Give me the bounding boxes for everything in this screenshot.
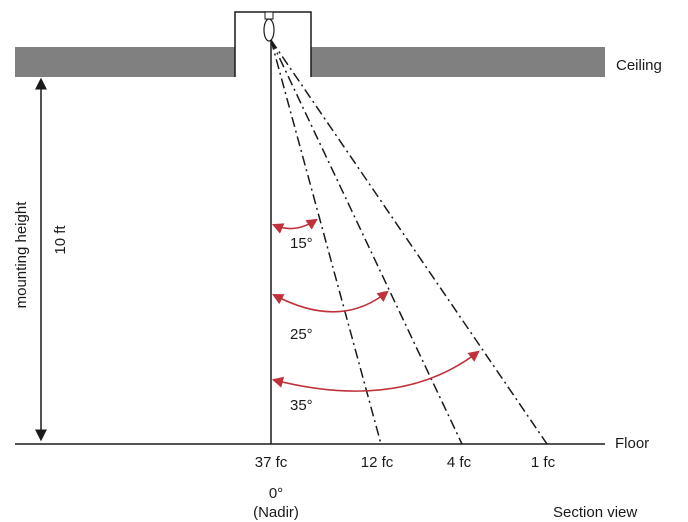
ceiling-label: Ceiling <box>616 57 662 74</box>
beam-ray-35deg <box>270 39 548 445</box>
nadir-angle-label: 0° <box>269 485 283 502</box>
illuminance-label-25deg: 4 fc <box>447 454 472 471</box>
angle-label-35: 35° <box>290 397 313 414</box>
floor-label: Floor <box>615 435 649 452</box>
angle-arc-25deg <box>272 290 389 313</box>
angle-label-25: 25° <box>290 326 313 343</box>
beam-ray-25deg <box>270 39 463 445</box>
illuminance-label-35deg: 1 fc <box>531 454 556 471</box>
angle-label-15: 15° <box>290 235 313 252</box>
nadir-label: (Nadir) <box>253 504 299 521</box>
ceiling-band-right <box>311 47 605 77</box>
section-view-label: Section view <box>553 504 637 521</box>
angle-arc-15deg <box>271 218 318 234</box>
lamp-bulb <box>263 18 275 42</box>
mounting-height-label: mounting height <box>13 201 30 309</box>
height-value-label: 10 ft <box>52 225 69 255</box>
illuminance-label-nadir: 37 fc <box>255 454 288 471</box>
angle-arc-35deg <box>271 350 480 392</box>
lamp-socket <box>264 11 274 20</box>
illuminance-label-15deg: 12 fc <box>361 454 394 471</box>
ceiling-band-left <box>15 47 235 77</box>
